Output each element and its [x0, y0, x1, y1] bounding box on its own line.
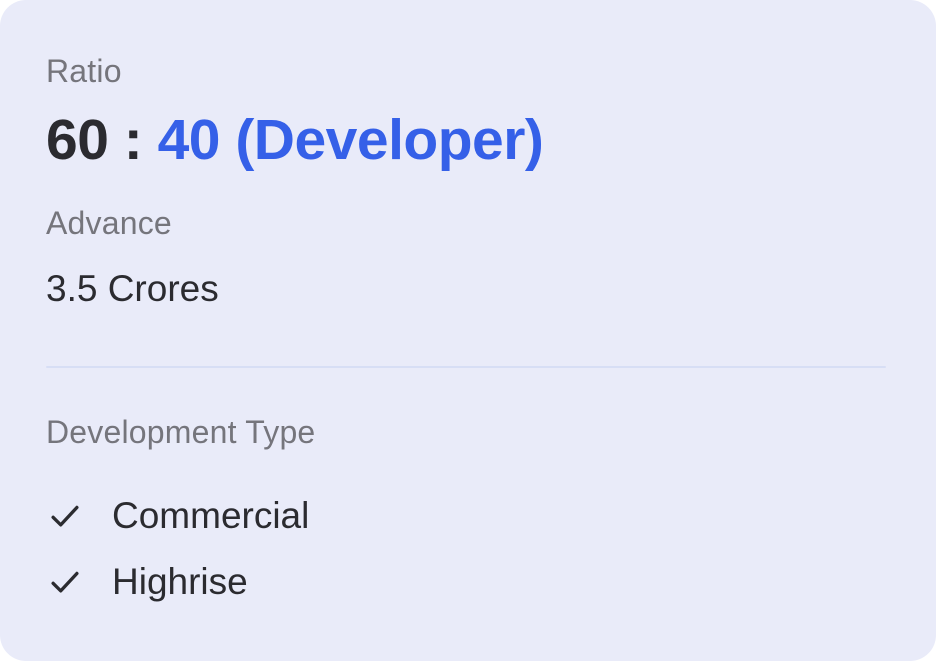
- ratio-value: 60 : 40 (Developer): [46, 108, 890, 172]
- section-divider: [46, 366, 886, 368]
- advance-value: 3.5 Crores: [46, 268, 219, 309]
- ratio-right-value: 40: [157, 108, 221, 172]
- ratio-separator: :: [123, 108, 143, 172]
- list-item-label: Commercial: [112, 495, 310, 536]
- check-icon: [46, 497, 84, 535]
- check-icon: [46, 563, 84, 601]
- development-type-list: Commercial Highrise: [46, 494, 890, 604]
- list-item-label: Highrise: [112, 561, 248, 602]
- development-type-label: Development Type: [46, 414, 316, 450]
- list-item: Highrise: [46, 560, 890, 604]
- ratio-left-value: 60: [46, 108, 109, 172]
- list-item: Commercial: [46, 494, 890, 538]
- ratio-suffix: (Developer): [235, 108, 544, 172]
- advance-label: Advance: [46, 205, 172, 241]
- ratio-label: Ratio: [46, 53, 122, 89]
